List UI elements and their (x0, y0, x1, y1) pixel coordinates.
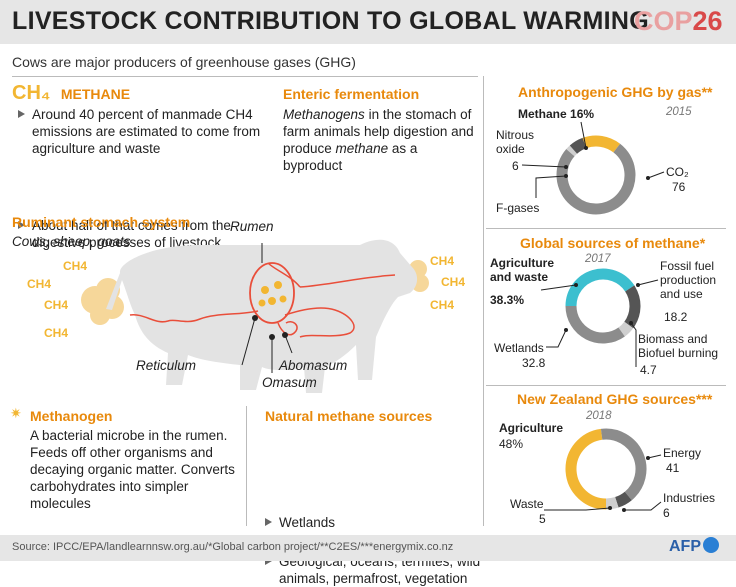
chart2-value-agriculture: 38.3% (490, 293, 525, 307)
reticulum-label: Reticulum (136, 358, 197, 373)
chart2-value-wetlands: 32.8 (522, 356, 546, 370)
chart1-slice-value: 16% (570, 107, 595, 121)
chart3-slice-3 (605, 496, 619, 510)
chart1-slice-2 (566, 145, 578, 157)
ch4-label: CH4 (441, 275, 466, 289)
source-text: Source: IPCC/EPA/landlearnnsw.org.au/*Gl… (12, 541, 454, 553)
rumen-label: Rumen (230, 219, 274, 234)
chart1-value-nitrous: 6 (512, 159, 519, 173)
chart2-title: Global sources of methane* (520, 235, 706, 251)
chart2-label-wetlands: Wetlands (494, 341, 544, 355)
methanogen-text: A bacterial microbe in the rumen. Feeds … (30, 428, 235, 511)
enteric-text-1: in the stomach of farm animals help dige… (283, 107, 474, 156)
chart3-slice-0 (565, 428, 607, 510)
ch4-label: CH4 (430, 254, 455, 268)
abomasum-label: Abomasum (279, 358, 348, 373)
chart3-leaders (544, 454, 662, 512)
ch4-label: CH4 (44, 326, 69, 340)
ch4-label: CH4 (44, 298, 69, 312)
chart3-title: New Zealand GHG sources*** (517, 391, 713, 407)
chart2-slice-3 (565, 305, 625, 344)
cow-illustration (81, 239, 429, 393)
chart3-slice-2 (614, 491, 632, 508)
ruminant-heading: Ruminant stomach system (12, 214, 191, 230)
chart1-slice-3 (569, 137, 587, 154)
chart3-value-agriculture: 48% (499, 437, 524, 451)
enteric-italic-1: Methanogens (283, 107, 365, 122)
page-title: LIVESTOCK CONTRIBUTION TO GLOBAL WARMING (12, 7, 649, 35)
ch4-label: CH4 (430, 298, 455, 312)
chart3-donut (565, 428, 647, 510)
chart2-value-biomass: 4.7 (640, 363, 657, 377)
chart2-year: 2017 (585, 253, 611, 265)
chart1-slice-label: Methane (518, 107, 567, 121)
chart3-label-energy: Energy (663, 446, 702, 460)
chart2-label-fossil: Fossil fuel production and use (660, 259, 717, 301)
cop-logo-prefix: COP (634, 6, 693, 36)
chart1-label-fgases: F-gases (496, 201, 540, 215)
ch4-symbol: CH₄ (12, 82, 51, 104)
afp-globe-icon (703, 537, 719, 553)
chart1-year: 2015 (666, 106, 692, 118)
enteric-italic-2: methane (335, 141, 389, 156)
page-subtitle: Cows are major producers of greenhouse g… (12, 54, 356, 70)
chart1-label-nitrous: Nitrous oxide (496, 128, 535, 156)
enteric-text: Methanogens in the stomach of farm anima… (283, 106, 478, 174)
chart3-value-industries: 6 (663, 506, 670, 520)
chart1-value-co2: 76 (672, 180, 686, 194)
rumen-organ (249, 262, 295, 324)
natural-heading: Natural methane sources (265, 408, 433, 424)
divider (246, 406, 247, 526)
chart2-value-fossil: 18.2 (664, 310, 688, 324)
cop26-logo: COP26 (634, 6, 723, 37)
methane-title: METHANE (60, 86, 131, 102)
ch4-label: CH4 (63, 259, 88, 273)
methane-bullet-1: Around 40 percent of manmade CH4 emissio… (16, 106, 272, 157)
chart3-year: 2018 (586, 410, 612, 422)
chart2-leaders (540, 279, 659, 367)
methane-bullet-2: About half of that comes from the digest… (16, 217, 272, 251)
cop-logo-number: 26 (692, 6, 723, 36)
chart1-leaders (521, 121, 665, 198)
ruminant-subheading: Cows, sheep, goats (12, 234, 131, 249)
cow-body (106, 239, 418, 393)
starburst-icon: ✷ (10, 405, 22, 421)
divider (486, 228, 726, 229)
chart2-label-biomass: Biomass and Biofuel burning (638, 332, 719, 360)
methanogen-heading: Methanogen (30, 408, 113, 424)
chart2-label-agriculture: Agriculture and waste (490, 256, 555, 284)
chart1-label-methane: Methane 16% (518, 107, 594, 121)
afp-logo-text: AFP (669, 538, 701, 555)
chart1-title: Anthropogenic GHG by gas** (518, 84, 713, 100)
chart3-slice-1 (600, 428, 647, 501)
header-bar (0, 0, 736, 44)
afp-logo: AFP (669, 537, 719, 556)
divider (486, 385, 726, 386)
footer-bar (0, 535, 736, 561)
chart3-label-industries: Industries (663, 491, 716, 505)
chart1-slice-1 (556, 143, 636, 215)
chart1-slice-0 (582, 135, 621, 153)
methane-heading: CH₄ METHANE (12, 82, 130, 105)
chart1-donut (556, 135, 636, 215)
chart3-label-agriculture: Agriculture (499, 421, 564, 435)
omasum-label: Omasum (262, 375, 317, 390)
chart2-slice-0 (565, 268, 635, 307)
ch4-label: CH4 (27, 277, 52, 291)
divider (12, 76, 478, 77)
enteric-heading: Enteric fermentation (283, 86, 420, 102)
chart3-value-waste: 5 (539, 512, 546, 526)
chart3-label-waste: Waste (510, 497, 544, 511)
chart1-label-co2: CO₂ (666, 165, 689, 179)
divider (483, 76, 484, 526)
natural-bullet-1: Wetlands (263, 514, 484, 531)
chart2-slice-2 (618, 321, 634, 337)
enteric-text-2: as a byproduct (283, 141, 418, 173)
chart3-value-energy: 41 (666, 461, 680, 475)
